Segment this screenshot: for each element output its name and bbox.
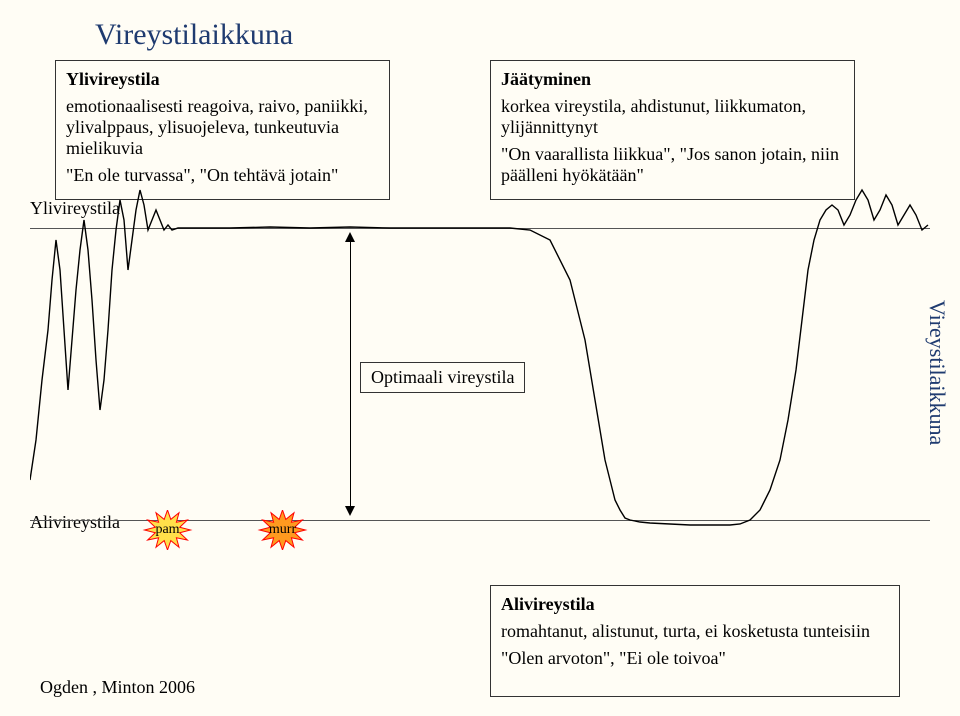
center-arrow-line	[350, 240, 351, 508]
zone-label-upper: Ylivireystila	[30, 198, 120, 219]
upper-right-box: Jäätyminen korkea vireystila, ahdistunut,…	[490, 60, 855, 200]
box-line: Jäätyminen	[501, 69, 844, 90]
citation-text: Ogden , Minton 2006	[40, 677, 195, 698]
starburst-label: murr	[255, 510, 310, 550]
box-line: Alivireystila	[501, 594, 889, 615]
window-line-top	[30, 228, 930, 229]
box-line: "On vaarallista liikkua", "Jos sanon jot…	[501, 144, 844, 186]
diagram-title: Vireystilaikkuna	[95, 18, 293, 52]
starburst-label: pam	[140, 510, 195, 550]
box-line: Ylivireystila	[66, 69, 379, 90]
box-line: emotionaalisesti reagoiva, raivo, paniik…	[66, 96, 379, 159]
box-line: "Olen arvoton", "Ei ole toivoa"	[501, 648, 889, 669]
box-line: "En ole turvassa", "On tehtävä jotain"	[66, 165, 379, 186]
arousal-waveform	[30, 180, 930, 540]
upper-left-box: Ylivireystila emotionaalisesti reagoiva, …	[55, 60, 390, 200]
box-line: romahtanut, alistunut, turta, ei kosketu…	[501, 621, 889, 642]
vertical-side-title: Vireystilaikkuna	[924, 300, 950, 445]
lower-right-box: Alivireystila romahtanut, alistunut, turt…	[490, 585, 900, 697]
zone-label-lower: Alivireystila	[30, 512, 120, 533]
starburst-icon: pam	[140, 510, 195, 550]
arrow-head-down-icon	[345, 506, 355, 516]
box-line: korkea vireystila, ahdistunut, liikkumat…	[501, 96, 844, 138]
starburst-icon: murr	[255, 510, 310, 550]
optimal-zone-label: Optimaali vireystila	[360, 362, 525, 393]
